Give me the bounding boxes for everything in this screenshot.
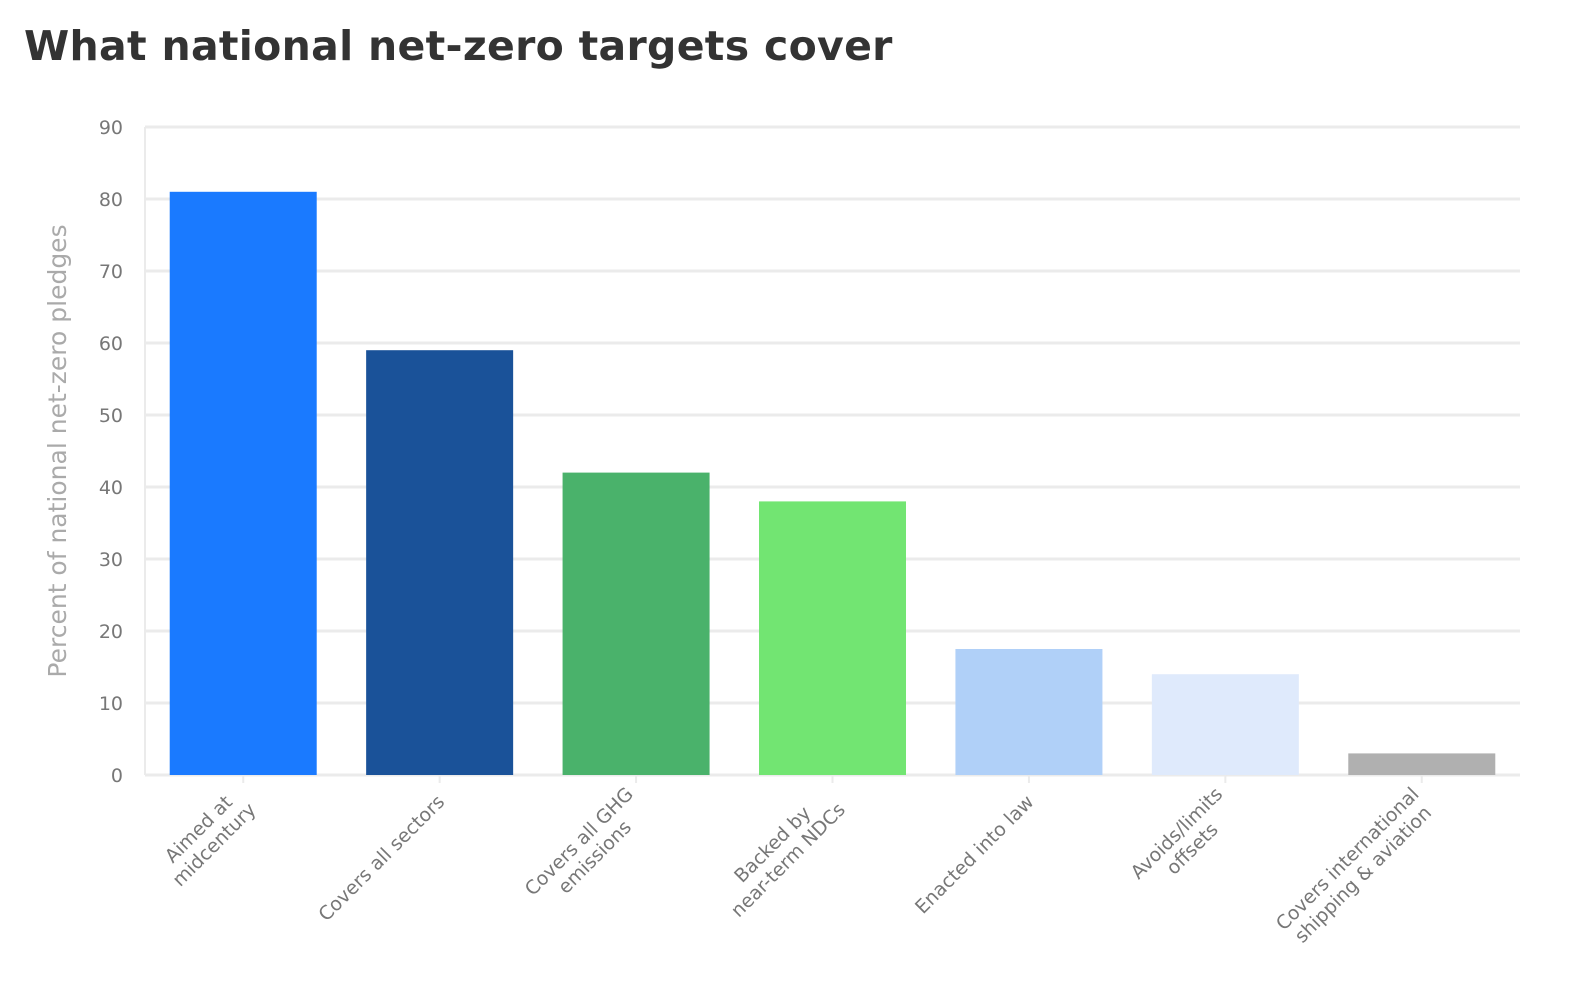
x-tick-label: Backed bynear-term NDCs	[711, 783, 850, 922]
y-tick-label: 10	[99, 693, 123, 715]
y-tick-label: 30	[99, 549, 123, 571]
bar	[955, 649, 1103, 775]
bar	[169, 191, 317, 776]
x-tick-label: Covers all sectors	[314, 791, 449, 926]
y-tick-label: 90	[99, 117, 123, 139]
x-tick-label: Covers all GHGemissions	[521, 783, 654, 916]
x-tick-label: Aimed atmidcentury	[153, 783, 261, 891]
bar	[562, 472, 710, 775]
y-tick-label: 50	[99, 405, 123, 427]
y-tick-label: 80	[99, 189, 123, 211]
x-tick-label: Covers internationalshipping & aviation	[1272, 783, 1439, 950]
x-tick-label: Avoids/limitsoffsets	[1127, 783, 1243, 899]
x-tick-label-line: Covers all sectors	[314, 791, 449, 926]
y-tick-label: 40	[99, 477, 123, 499]
x-tick-label-line: shipping & aviation	[1290, 802, 1436, 948]
bar	[759, 501, 906, 775]
y-tick-label: 60	[99, 333, 123, 355]
x-tick-label-line: Covers international	[1272, 783, 1424, 935]
y-axis-label: Percent of national net-zero pledges	[43, 224, 72, 677]
bar	[1151, 674, 1299, 775]
y-tick-label: 70	[99, 261, 123, 283]
chart-title: What national net-zero targets cover	[24, 22, 893, 70]
bar	[1348, 753, 1496, 775]
x-tick-label-line: Enacted into law	[911, 791, 1038, 918]
y-tick-label: 20	[99, 621, 123, 643]
bar	[366, 350, 514, 775]
y-tick-label: 0	[111, 765, 123, 787]
x-tick-label: Enacted into law	[911, 791, 1038, 918]
